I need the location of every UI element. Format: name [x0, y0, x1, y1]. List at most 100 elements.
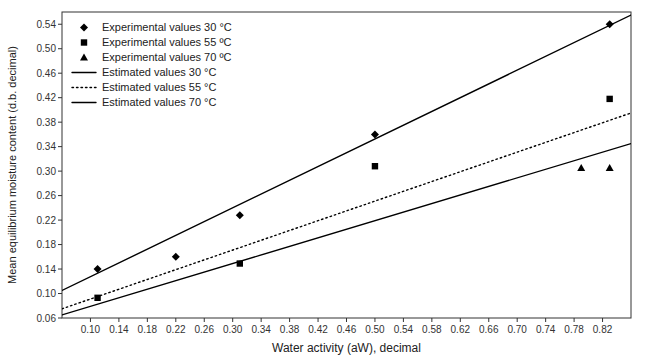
x-tick-label: 0.54 — [394, 324, 414, 335]
y-tick — [58, 269, 62, 270]
y-tick-label: 0.26 — [37, 190, 57, 201]
x-tick — [118, 318, 119, 322]
x-tick-label: 0.46 — [337, 324, 357, 335]
legend-label: Estimated values 55 °C — [102, 81, 217, 93]
estimated-line — [62, 15, 631, 290]
y-tick — [58, 220, 62, 221]
x-tick-label: 0.50 — [365, 324, 385, 335]
experimental-point — [172, 253, 180, 261]
y-tick — [58, 97, 62, 98]
x-tick — [232, 318, 233, 322]
x-tick — [147, 318, 148, 322]
y-tick-label: 0.18 — [37, 239, 57, 250]
y-tick-label: 0.06 — [37, 313, 57, 324]
y-tick — [58, 293, 62, 294]
x-axis: 0.10 0.14 0.18 0.22 0.26 0.30 0.34 0.38 0.42 0.46… — [81, 318, 613, 335]
x-tick — [431, 318, 432, 322]
x-tick — [175, 318, 176, 322]
y-tick-label: 0.50 — [37, 43, 57, 54]
experimental-point — [606, 20, 614, 28]
x-tick-label: 0.26 — [195, 324, 215, 335]
x-tick — [90, 318, 91, 322]
x-tick — [488, 318, 489, 322]
y-tick — [58, 171, 62, 172]
x-tick — [261, 318, 262, 322]
y-axis-label: Mean equilibrium moisture content (d.b. … — [6, 46, 18, 284]
y-tick-label: 0.22 — [37, 215, 57, 226]
experimental-point — [237, 260, 243, 266]
x-tick — [318, 318, 319, 322]
estimated-line — [62, 144, 631, 315]
x-tick-label: 0.74 — [536, 324, 556, 335]
y-tick-label: 0.10 — [37, 288, 57, 299]
x-tick-label: 0.34 — [251, 324, 271, 335]
x-tick — [289, 318, 290, 322]
y-tick — [58, 24, 62, 25]
y-tick-label: 0.54 — [37, 19, 57, 30]
y-tick — [58, 318, 62, 319]
x-tick-label: 0.38 — [280, 324, 300, 335]
y-tick-label: 0.42 — [37, 92, 57, 103]
points — [94, 20, 614, 301]
plot-frame — [62, 12, 631, 318]
experimental-point — [606, 164, 614, 171]
plot-area — [62, 15, 631, 315]
experimental-point — [577, 164, 585, 171]
x-tick-label: 0.58 — [422, 324, 442, 335]
legend-label: Estimated values 70 °C — [102, 96, 217, 108]
legend-swatch — [80, 24, 88, 32]
x-tick — [574, 318, 575, 322]
y-tick — [58, 244, 62, 245]
experimental-point — [606, 96, 612, 102]
lines — [62, 15, 631, 315]
y-tick — [58, 146, 62, 147]
x-tick-label: 0.70 — [507, 324, 527, 335]
x-tick — [460, 318, 461, 322]
experimental-point — [94, 265, 102, 273]
experimental-point — [372, 163, 378, 169]
experimental-point — [94, 295, 100, 301]
x-tick — [403, 318, 404, 322]
legend-swatch — [72, 72, 96, 73]
y-tick-label: 0.46 — [37, 68, 57, 79]
legend-label: Estimated values 30 °C — [102, 66, 217, 78]
x-tick-label: 0.30 — [223, 324, 243, 335]
x-tick — [346, 318, 347, 322]
y-tick-label: 0.14 — [37, 264, 57, 275]
y-tick — [58, 73, 62, 74]
y-tick-label: 0.38 — [37, 117, 57, 128]
legend-label: Experimental values 30 °C — [102, 21, 232, 33]
x-tick-label: 0.18 — [138, 324, 158, 335]
legend-swatch — [72, 102, 96, 103]
x-tick-label: 0.10 — [81, 324, 101, 335]
y-axis: 0.06 0.10 0.14 0.18 0.22 0.26 0.30 0.34 0.38 0.42… — [37, 19, 62, 324]
x-tick — [374, 318, 375, 322]
y-tick-label: 0.30 — [37, 166, 57, 177]
y-tick-label: 0.34 — [37, 141, 57, 152]
x-tick-label: 0.42 — [308, 324, 328, 335]
x-tick — [545, 318, 546, 322]
legend-swatch — [80, 54, 88, 61]
y-tick — [58, 195, 62, 196]
x-axis-label: Water activity (aW), decimal — [272, 341, 421, 355]
x-tick-label: 0.66 — [479, 324, 499, 335]
x-tick — [204, 318, 205, 322]
legend-label: Experimental values 70 ºC — [102, 51, 231, 63]
x-tick — [517, 318, 518, 322]
x-tick-label: 0.22 — [166, 324, 186, 335]
estimated-line — [62, 113, 631, 309]
y-tick — [58, 122, 62, 123]
experimental-point — [236, 211, 244, 219]
x-tick-label: 0.78 — [564, 324, 584, 335]
legend: Experimental values 30 °C Experimental va… — [72, 21, 232, 108]
x-tick-label: 0.62 — [451, 324, 471, 335]
y-tick — [58, 48, 62, 49]
x-tick — [602, 318, 603, 322]
legend-swatch — [81, 39, 87, 45]
x-tick-label: 0.14 — [109, 324, 129, 335]
experimental-point — [371, 130, 379, 138]
legend-swatch — [72, 87, 96, 88]
chart: 0.10 0.14 0.18 0.22 0.26 0.30 0.34 0.38 0.42 0.46… — [0, 0, 645, 362]
legend-label: Experimental values 55 ºC — [102, 36, 231, 48]
x-tick-label: 0.82 — [593, 324, 613, 335]
